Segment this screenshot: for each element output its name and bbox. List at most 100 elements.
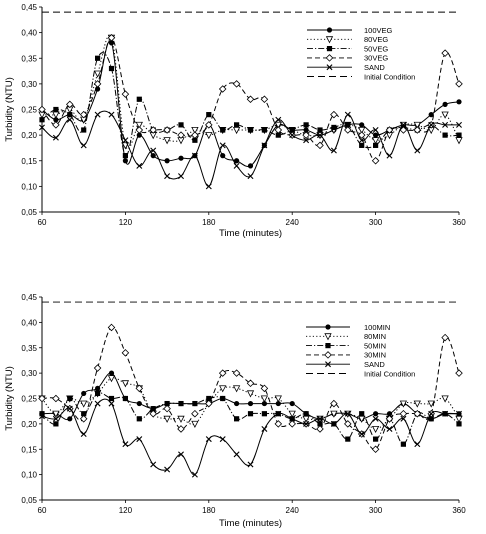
data-point-100veg [428, 112, 434, 118]
data-point-sand [400, 415, 407, 422]
data-point-50veg [247, 127, 254, 133]
data-point-50veg [456, 132, 462, 138]
data-point-30min [344, 420, 352, 428]
data-point-30veg [441, 49, 449, 57]
data-point-50min [108, 395, 115, 402]
data-point-30min [399, 409, 408, 418]
data-point-sand [358, 431, 365, 438]
bottom-chart-min: 0,05 0,10 0,15 0,20 0,25 0,30 0,35 0,40 0,45 60 12… [4, 293, 466, 529]
data-point-80veg [441, 111, 449, 119]
data-point-100veg [53, 117, 59, 123]
data-point-30min [232, 369, 241, 377]
data-point-sand [150, 147, 157, 154]
data-point-sand [191, 152, 198, 159]
x-tick-label: 240 [286, 506, 300, 515]
data-point-30min [205, 399, 213, 408]
data-point-sand [428, 410, 435, 417]
data-point-50veg [136, 96, 142, 102]
data-point-sand [317, 415, 323, 422]
data-point-sand [289, 415, 296, 422]
data-point-30veg [218, 85, 227, 93]
data-point-sand [80, 142, 87, 149]
y-tick-label: 0,15 [21, 157, 37, 166]
data-point-50veg [275, 132, 281, 138]
data-point-80min [455, 415, 463, 423]
data-point-30veg [163, 126, 171, 134]
data-point-sand [164, 466, 171, 473]
y-tick-label: 0,30 [21, 80, 37, 89]
series-line-sand [41, 398, 459, 476]
data-point-30min [93, 364, 102, 372]
data-point-sand [178, 173, 184, 180]
legend-marker-50veg [326, 46, 333, 52]
data-point-80min [121, 380, 130, 388]
data-point-80veg [371, 137, 380, 145]
data-point-sand [344, 111, 351, 118]
data-point-30min [441, 333, 449, 342]
y-tick-label: 0,15 [21, 445, 37, 454]
data-point-sand [428, 121, 435, 128]
data-point-sand [39, 124, 45, 131]
data-point-50veg [303, 122, 309, 128]
data-point-100veg [373, 132, 379, 138]
data-point-100veg [164, 158, 170, 164]
data-point-100veg [122, 158, 128, 164]
data-point-80min [371, 425, 380, 434]
data-point-30veg [107, 33, 116, 42]
data-point-50veg [192, 137, 198, 143]
x-tick-label: 180 [202, 506, 216, 515]
data-point-sand [191, 471, 198, 478]
data-point-sand [275, 410, 282, 417]
data-point-50min [400, 441, 406, 447]
data-point-sand [456, 121, 462, 128]
data-point-30min [38, 394, 46, 403]
data-point-50min [247, 411, 254, 417]
data-point-30veg [455, 80, 463, 88]
data-point-sand [205, 183, 212, 190]
data-point-100veg [136, 132, 142, 138]
data-point-80min [413, 400, 421, 408]
data-point-30min [163, 404, 171, 413]
data-point-50min [95, 390, 101, 397]
data-point-50veg [234, 122, 240, 128]
y-tick-label: 0,05 [21, 208, 37, 217]
data-point-80min [219, 385, 227, 393]
data-point-30veg [232, 80, 241, 88]
data-point-sand [122, 137, 129, 144]
data-point-sand [372, 415, 379, 422]
x-tick-label: 180 [202, 218, 216, 227]
data-point-80min [80, 400, 88, 408]
x-tick-label: 360 [452, 506, 466, 515]
data-point-sand [219, 142, 226, 149]
data-point-80min [330, 410, 338, 418]
legend-label-100min: 100MIN [364, 323, 390, 332]
x-tick-label: 60 [38, 218, 47, 227]
data-point-80veg [191, 127, 199, 135]
data-point-80min [260, 395, 269, 403]
legend-marker-80min [324, 333, 332, 341]
y-tick-label: 0,40 [21, 29, 37, 38]
legend-marker-sand [326, 64, 333, 71]
data-point-sand [275, 116, 282, 123]
series-line-50min [41, 392, 460, 445]
data-point-30veg [316, 141, 324, 150]
x-axis-label: Time (minutes) [219, 228, 282, 239]
data-point-80veg [274, 121, 282, 129]
data-point-50veg [261, 127, 267, 133]
data-point-80min [274, 395, 282, 403]
y-tick-label: 0,20 [21, 131, 37, 140]
data-point-30veg [52, 121, 60, 129]
data-point-30veg [205, 121, 213, 129]
data-point-100veg [95, 86, 101, 92]
data-point-30veg [246, 95, 255, 104]
data-point-80veg [205, 132, 213, 140]
data-point-30veg [79, 110, 88, 119]
data-point-100min [386, 411, 393, 417]
legend-marker-sand [325, 361, 331, 368]
data-point-50veg [178, 122, 184, 128]
x-axis-label: Time (minutes) [219, 518, 282, 529]
data-point-80min [232, 385, 241, 393]
data-point-50min [261, 411, 267, 417]
legend-label-100veg: 100VEG [364, 26, 393, 35]
data-point-80veg [455, 137, 463, 145]
